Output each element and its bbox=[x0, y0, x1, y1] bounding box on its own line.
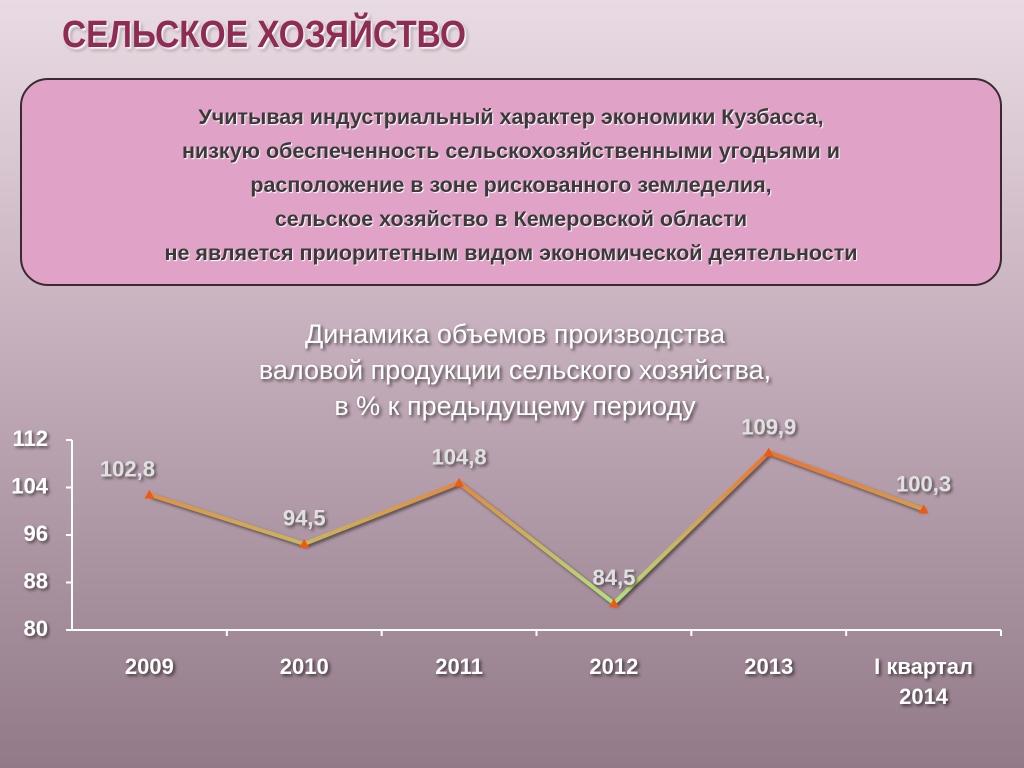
x-tick-label: 2011 bbox=[435, 654, 483, 679]
data-marker bbox=[299, 538, 310, 548]
data-marker bbox=[144, 489, 155, 499]
data-marker bbox=[608, 598, 619, 608]
x-tick-label: 2013 bbox=[744, 654, 794, 679]
data-label: 102,8 bbox=[100, 456, 155, 481]
x-tick-label: 2009 bbox=[124, 654, 174, 679]
notice-line: не является приоритетным видом экономиче… bbox=[164, 241, 858, 265]
data-marker bbox=[454, 477, 465, 487]
y-tick-label: 96 bbox=[24, 521, 48, 546]
data-line bbox=[148, 450, 925, 606]
y-tick-label: 88 bbox=[24, 568, 48, 593]
chart-title-line: в % к предыдущему периоду bbox=[334, 391, 696, 421]
notice-line: Учитывая индустриальный характер экономи… bbox=[198, 105, 824, 129]
x-tick-label: 2010 bbox=[279, 654, 329, 679]
notice-line: сельское хозяйство в Кемеровской области bbox=[274, 207, 748, 231]
notice-line: низкую обеспеченность сельскохозяйственн… bbox=[182, 139, 840, 163]
x-tick-label: 2012 bbox=[589, 654, 639, 679]
chart-title: Динамика объемов производства валовой пр… bbox=[0, 316, 1024, 424]
y-tick-label: 80 bbox=[24, 616, 48, 641]
data-label: 104,8 bbox=[432, 445, 487, 470]
data-label: 109,9 bbox=[741, 414, 796, 439]
slide-title: СЕЛЬСКОЕ ХОЗЯЙСТВО bbox=[62, 14, 467, 56]
data-marker bbox=[763, 447, 774, 457]
chart-title-line: валовой продукции сельского хозяйства, bbox=[258, 355, 772, 385]
data-label: 94,5 bbox=[283, 506, 326, 531]
x-tick-label: I квартал 2014 bbox=[874, 654, 973, 709]
notice-line: расположение в зоне рискованного земледе… bbox=[250, 173, 772, 197]
y-tick-label: 112 bbox=[13, 426, 49, 451]
chart-title-line: Динамика объемов производства bbox=[304, 319, 726, 349]
data-label: 84,5 bbox=[593, 565, 636, 590]
y-tick-label: 104 bbox=[11, 473, 48, 498]
data-label: 100,3 bbox=[896, 471, 951, 496]
notice-box: Учитывая индустриальный характер экономи… bbox=[20, 78, 1002, 286]
data-marker bbox=[918, 504, 929, 514]
